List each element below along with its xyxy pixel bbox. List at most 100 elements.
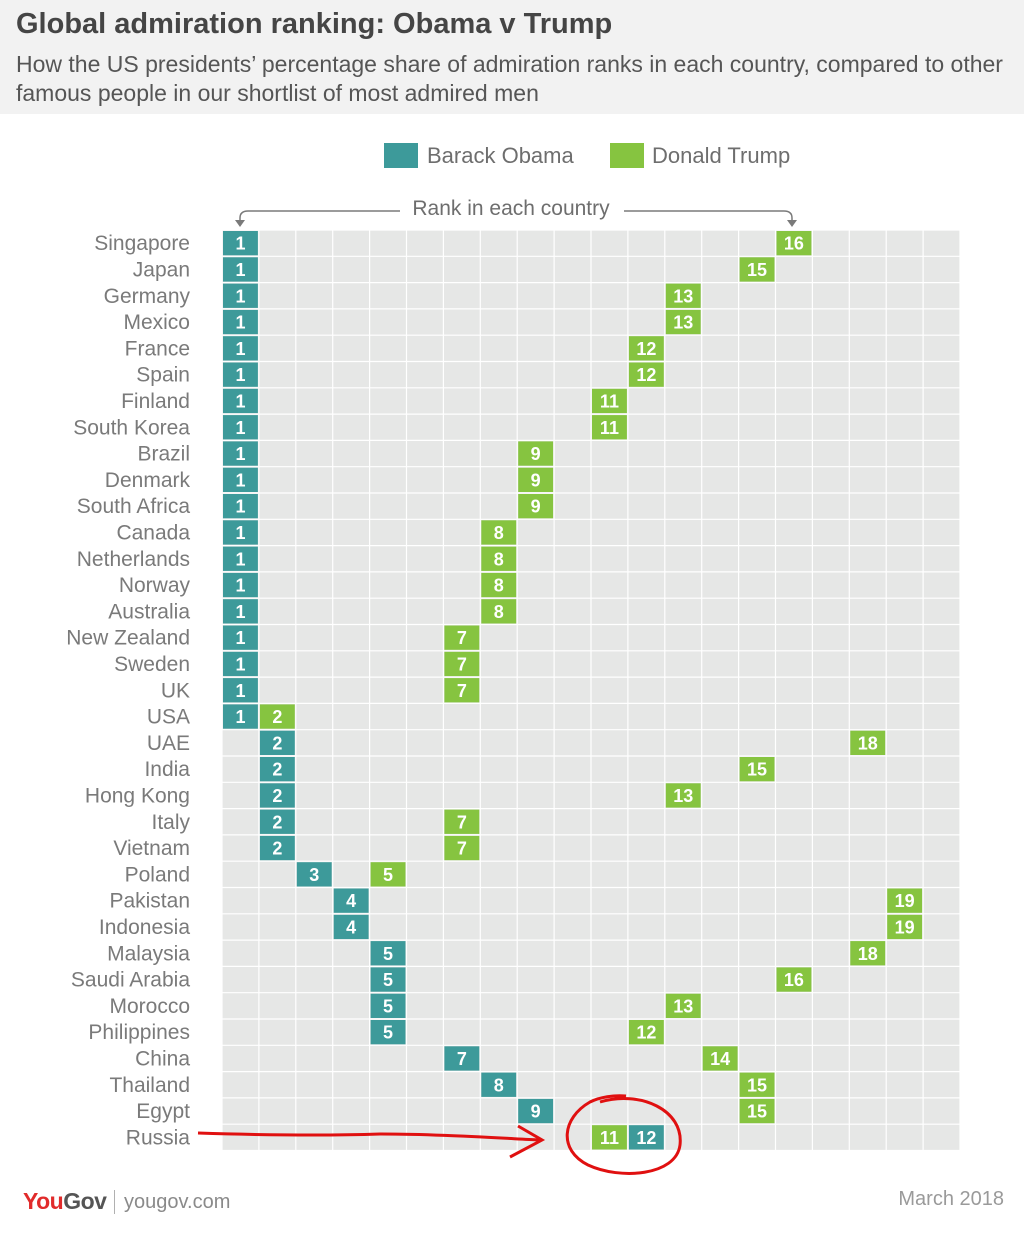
- annotation-arrow-line: [197, 1131, 541, 1142]
- rank-label-obama: 1: [235, 339, 245, 359]
- rank-cell-trump: [592, 1125, 627, 1150]
- rank-mark-obama: 1: [223, 625, 258, 650]
- rank-label-trump: 11: [600, 391, 619, 411]
- rank-cell-trump: [739, 1072, 775, 1097]
- rank-mark-obama: 3: [296, 862, 332, 887]
- rank-label-obama: 9: [531, 1102, 541, 1122]
- rank-mark-trump: 16: [776, 967, 812, 992]
- rank-label-trump: 2: [272, 707, 282, 727]
- rank-label-obama: 1: [235, 365, 245, 385]
- rank-cell-trump: [739, 757, 775, 782]
- rank-label-trump: 18: [858, 944, 878, 964]
- rank-label-trump: 7: [457, 681, 467, 701]
- rank-label-trump: 12: [636, 1023, 656, 1043]
- rank-label-obama: 2: [272, 839, 282, 859]
- rank-cell-trump: [702, 1046, 738, 1071]
- rank-mark-obama: 7: [444, 1046, 480, 1071]
- rank-label-obama: 1: [235, 707, 245, 727]
- rank-mark-trump: 15: [739, 257, 775, 282]
- rank-cell-obama: [223, 520, 258, 545]
- country-label: Mexico: [123, 311, 190, 334]
- country-label: Russia: [126, 1126, 191, 1149]
- rank-label-obama: 4: [346, 917, 356, 937]
- rank-mark-obama: 12: [628, 1125, 664, 1150]
- rank-cell-obama: [223, 494, 258, 519]
- rank-cell-trump: [850, 730, 886, 755]
- rank-cell-trump: [370, 862, 406, 887]
- yougov-logo: YouGov: [23, 1188, 107, 1215]
- rank-label-obama: 5: [383, 970, 393, 990]
- rank-label-obama: 8: [494, 1075, 504, 1095]
- rank-label-obama: 1: [235, 313, 245, 333]
- country-label: Poland: [125, 863, 190, 886]
- rank-mark-trump: 15: [739, 757, 775, 782]
- rank-mark-trump: 13: [665, 783, 701, 808]
- rank-mark-obama: 1: [223, 572, 258, 598]
- country-label: UK: [161, 679, 190, 702]
- rank-mark-obama: 1: [223, 494, 258, 519]
- country-label: China: [135, 1047, 190, 1070]
- country-label: Egypt: [136, 1100, 190, 1123]
- rank-mark-obama: 2: [259, 730, 295, 755]
- rank-mark-obama: 1: [223, 651, 258, 677]
- rank-cell-obama: [223, 231, 258, 256]
- rank-label-trump: 15: [747, 760, 767, 780]
- annotation-arrowhead-icon: [509, 1124, 546, 1159]
- rank-mark-trump: 12: [628, 362, 664, 387]
- rank-mark-obama: 1: [223, 467, 258, 492]
- rank-label-trump: 16: [784, 234, 804, 254]
- rank-mark-obama: 2: [259, 757, 295, 782]
- rank-cell-obama: [628, 1125, 664, 1150]
- rank-label-obama: 1: [235, 234, 245, 254]
- rank-mark-trump: 8: [481, 520, 517, 545]
- rank-mark-trump: 12: [628, 336, 664, 361]
- rank-label-trump: 8: [494, 602, 504, 622]
- rank-mark-trump: 11: [592, 388, 627, 414]
- rank-cell-trump: [444, 651, 480, 677]
- rank-mark-trump: 5: [370, 862, 406, 887]
- rank-cell-obama: [259, 757, 295, 782]
- rank-label-trump: 8: [494, 576, 504, 596]
- rank-cell-obama: [223, 546, 258, 571]
- rank-mark-obama: 1: [223, 678, 258, 703]
- header: Global admiration ranking: Obama v Trump…: [0, 0, 1024, 114]
- rank-cell-obama: [481, 1072, 517, 1097]
- rank-mark-obama: 1: [223, 231, 258, 256]
- rank-cell-obama: [259, 783, 295, 808]
- rank-label-obama: 5: [383, 996, 393, 1016]
- rank-mark-trump: 9: [518, 494, 554, 519]
- rank-label-obama: 1: [235, 549, 245, 569]
- country-label: Germany: [104, 285, 191, 308]
- legend-swatch-obama: [384, 143, 418, 168]
- rank-label-obama: 1: [235, 470, 245, 490]
- rank-label-obama: 1: [235, 681, 245, 701]
- country-label: Malaysia: [107, 942, 190, 965]
- legend-label-obama: Barack Obama: [427, 143, 574, 168]
- rank-mark-trump: 8: [481, 572, 517, 598]
- rank-label-obama: 4: [346, 891, 356, 911]
- rank-label-trump: 13: [673, 313, 693, 333]
- rank-label-trump: 12: [636, 339, 656, 359]
- rank-label-trump: 7: [457, 812, 467, 832]
- rank-label-trump: 11: [600, 1128, 619, 1148]
- logo-you: You: [23, 1188, 64, 1214]
- rank-cell-obama: [333, 914, 369, 940]
- rank-label-obama: 2: [272, 733, 282, 753]
- rank-mark-trump: 7: [444, 835, 480, 861]
- rank-cell-trump: [665, 783, 701, 808]
- rank-cell-trump: [518, 494, 554, 519]
- rank-cell-trump: [518, 467, 554, 492]
- rank-label-trump: 15: [747, 260, 767, 280]
- rank-cell-obama: [223, 704, 258, 729]
- rank-cell-obama: [223, 625, 258, 650]
- rank-mark-obama: 1: [223, 283, 258, 308]
- rank-cell-obama: [444, 1046, 480, 1071]
- rank-cell-trump: [481, 572, 517, 598]
- rank-cell-trump: [592, 415, 627, 440]
- chart-subtitle: How the US presidents’ percentage share …: [16, 51, 1003, 106]
- rank-label-trump: 12: [636, 365, 656, 385]
- bracket-right-arrow-icon: [787, 220, 797, 227]
- rank-cell-trump: [628, 336, 664, 361]
- rank-mark-obama: 1: [223, 441, 258, 466]
- country-label: Philippines: [88, 1021, 190, 1044]
